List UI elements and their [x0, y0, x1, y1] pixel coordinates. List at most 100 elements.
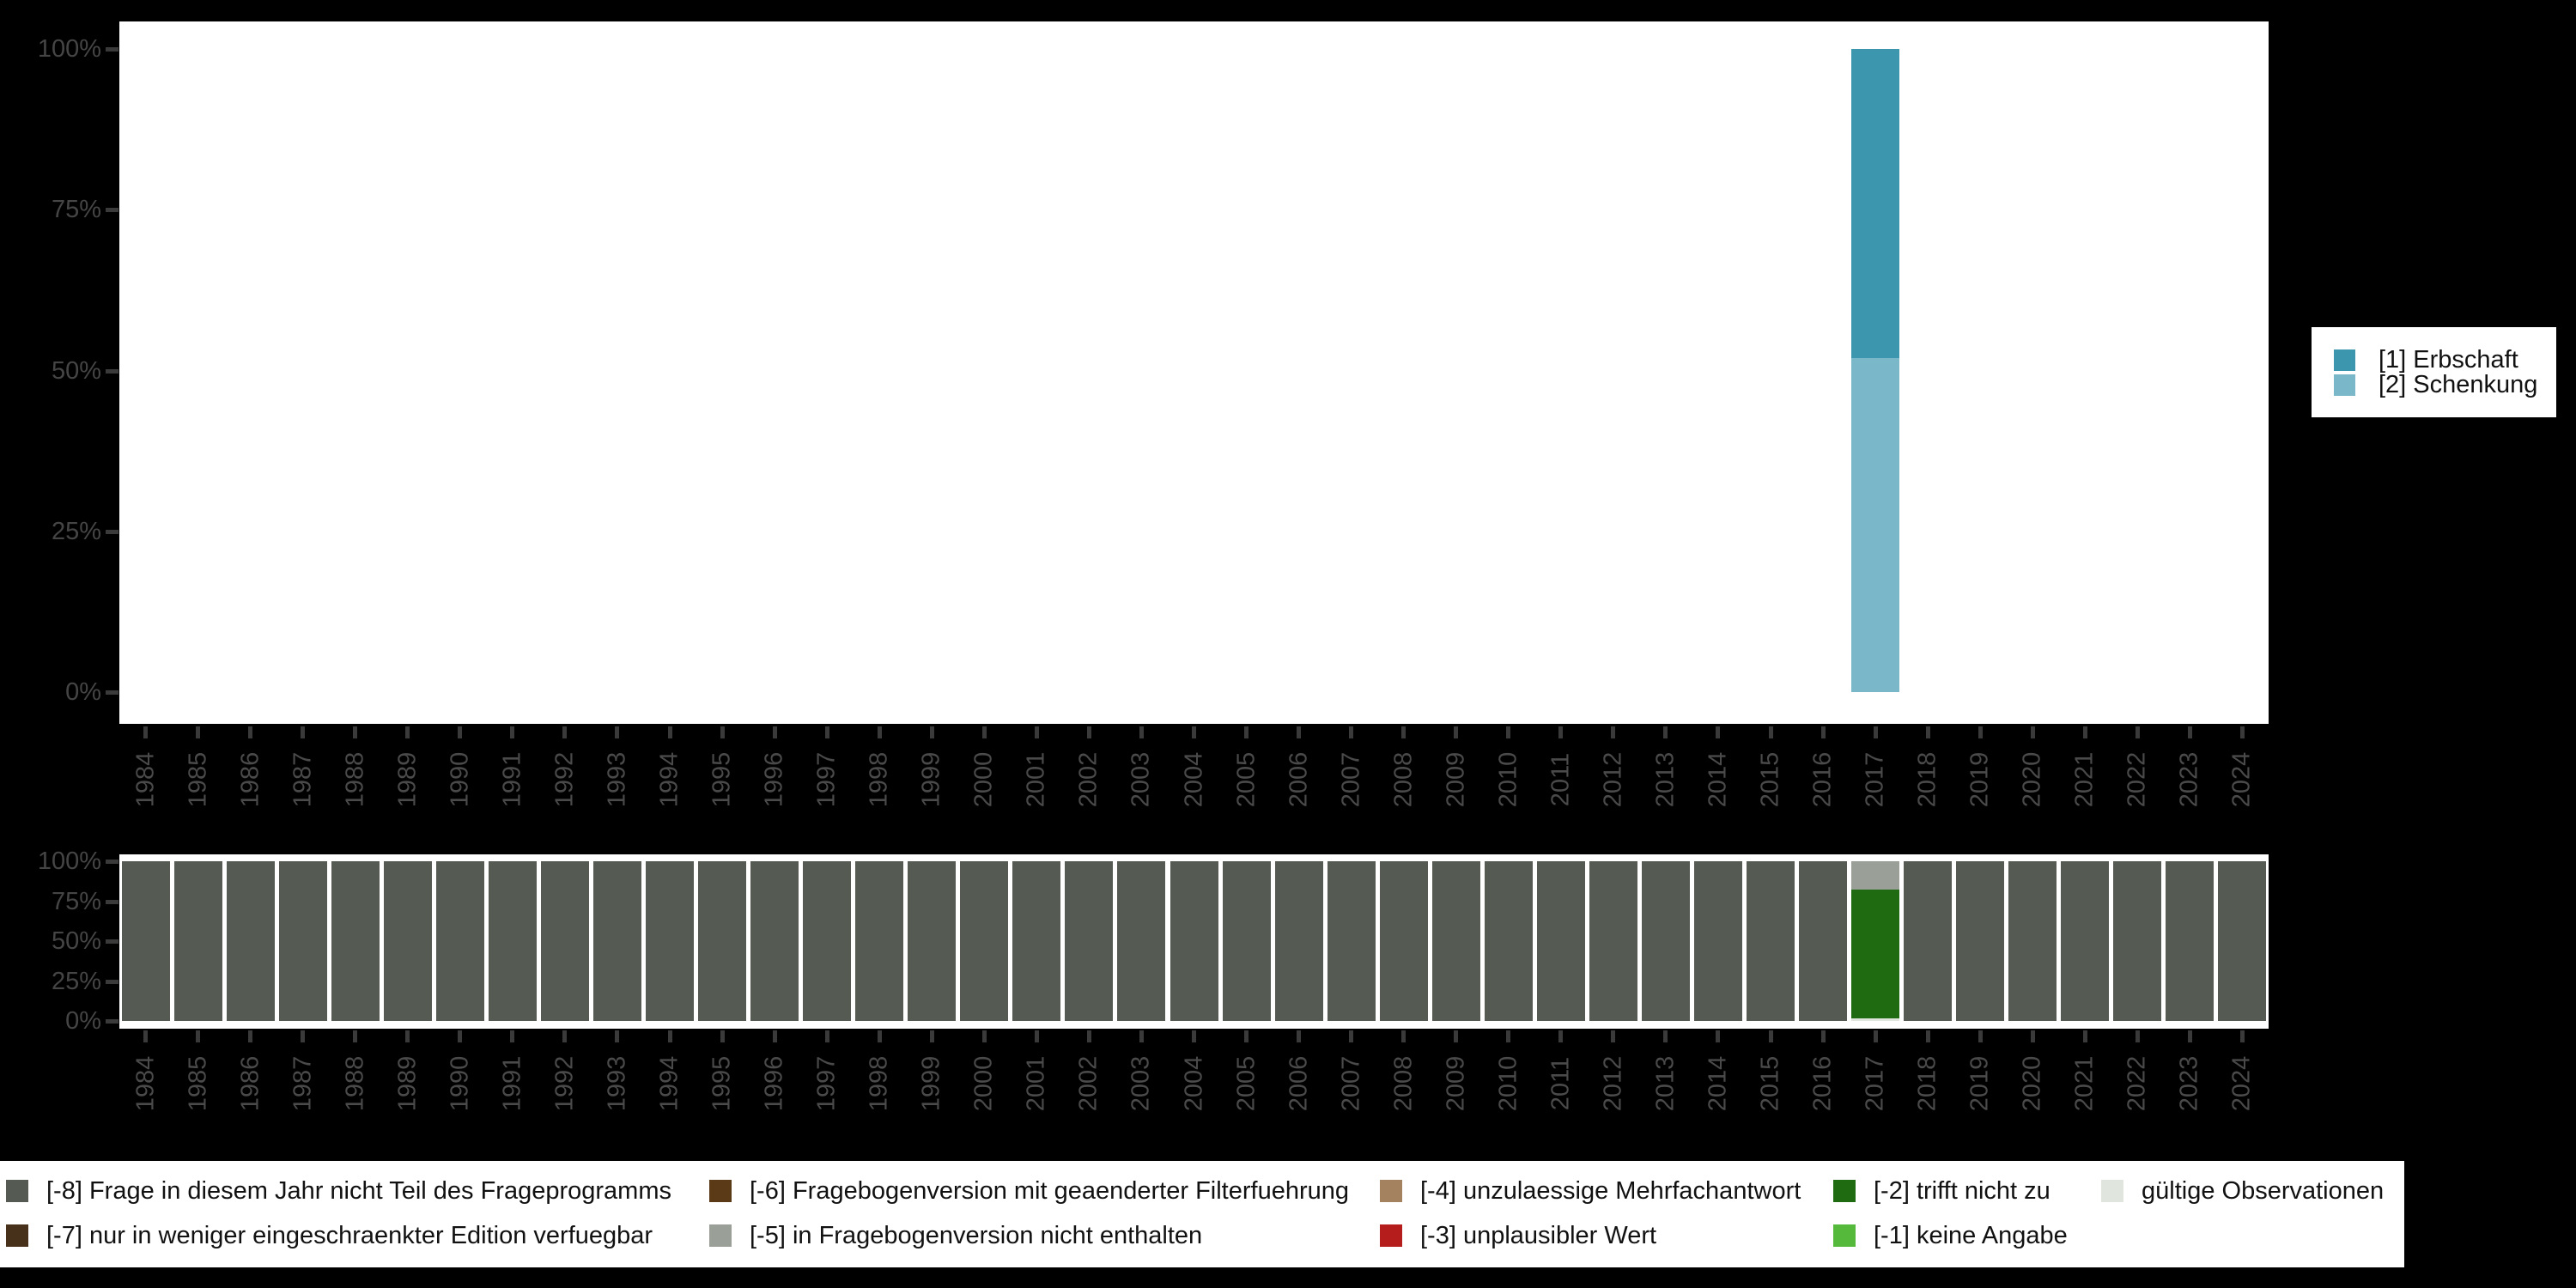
x-tick-label: 2024	[2227, 1055, 2256, 1112]
bar-segment	[1851, 889, 1900, 1019]
y-tick-label: 25%	[51, 967, 101, 995]
legend-item: [2] Schenkung	[2334, 371, 2537, 398]
y-tick-mark	[106, 860, 118, 864]
x-tick-mark	[1768, 1030, 1773, 1042]
legend-label: [-1] keine Angabe	[1874, 1221, 2068, 1249]
x-tick-label: 1994	[655, 751, 683, 808]
x-tick-label: 1997	[812, 1055, 841, 1112]
bar-segment	[698, 861, 747, 1021]
x-tick-mark	[405, 1030, 410, 1042]
x-tick-mark	[929, 726, 934, 738]
x-tick-mark	[667, 726, 672, 738]
x-tick-mark	[510, 726, 515, 738]
x-tick-label: 2019	[1965, 751, 1994, 808]
x-tick-mark	[2082, 1030, 2087, 1042]
x-tick-mark	[1925, 1030, 1930, 1042]
legend-item: [-7] nur in weniger eingeschraenkter Edi…	[6, 1222, 653, 1249]
x-tick-label: 1991	[498, 751, 526, 808]
x-tick-label: 2021	[2070, 1055, 2099, 1112]
x-tick-label: 2020	[2018, 751, 2046, 808]
bar-segment	[1170, 861, 1218, 1021]
legend-item: [-8] Frage in diesem Jahr nicht Teil des…	[6, 1177, 671, 1205]
x-tick-label: 2012	[1599, 751, 1627, 808]
x-tick-mark	[929, 1030, 934, 1042]
x-tick-label: 2003	[1127, 751, 1155, 808]
x-tick-label: 2004	[1180, 1055, 1207, 1112]
x-tick-mark	[877, 726, 882, 738]
x-tick-mark	[1349, 726, 1354, 738]
x-tick-mark	[1978, 726, 1983, 738]
bar-segment	[1747, 861, 1795, 1021]
x-tick-mark	[196, 1030, 201, 1042]
x-tick-label: 2012	[1599, 1055, 1627, 1112]
bar-segment	[1851, 49, 1900, 358]
x-tick-label: 2008	[1389, 1055, 1418, 1112]
y-tick-label: 100%	[37, 848, 101, 875]
x-tick-label: 2000	[969, 751, 998, 808]
x-tick-label: 2014	[1704, 1055, 1732, 1112]
bar-segment	[1693, 861, 1742, 1021]
bar-segment	[2008, 861, 2057, 1021]
x-tick-label: 2005	[1232, 751, 1261, 808]
legend-label: [-3] unplausibler Wert	[1420, 1221, 1657, 1249]
y-tick-mark	[106, 368, 118, 374]
x-tick-label: 1998	[865, 751, 893, 808]
x-tick-label: 2002	[1074, 1055, 1103, 1112]
x-tick-mark	[1820, 726, 1826, 738]
bar-segment	[1012, 861, 1061, 1021]
x-tick-mark	[1663, 1030, 1668, 1042]
bar-segment	[435, 861, 484, 1021]
x-tick-mark	[353, 726, 358, 738]
x-tick-mark	[1349, 1030, 1354, 1042]
bar-segment	[488, 861, 537, 1021]
x-tick-mark	[458, 1030, 463, 1042]
x-tick-mark	[824, 1030, 829, 1042]
x-tick-mark	[981, 1030, 987, 1042]
y-tick-mark	[106, 979, 118, 984]
x-tick-label: 2010	[1494, 1055, 1522, 1112]
y-tick-mark	[106, 529, 118, 534]
legend-item: gültige Observationen	[2101, 1177, 2384, 1205]
x-tick-label: 1986	[236, 751, 264, 808]
bar-segment	[2113, 861, 2162, 1021]
x-tick-label: 2010	[1494, 751, 1522, 808]
x-tick-label: 2018	[1913, 751, 1941, 808]
legend-item: [-5] in Fragebogenversion nicht enthalte…	[709, 1222, 1202, 1249]
x-tick-label: 2017	[1861, 1055, 1889, 1112]
x-tick-label: 1987	[289, 1055, 317, 1112]
x-tick-mark	[1558, 726, 1564, 738]
x-tick-mark	[301, 1030, 306, 1042]
x-tick-label: 2016	[1808, 1055, 1837, 1112]
y-tick-label: 50%	[51, 927, 101, 955]
x-tick-label: 2011	[1546, 752, 1575, 807]
legend-item: [-6] Fragebogenversion mit geaenderter F…	[709, 1177, 1349, 1205]
y-tick-label: 75%	[51, 887, 101, 915]
x-tick-label: 1988	[341, 751, 369, 808]
x-tick-label: 1989	[393, 751, 422, 808]
x-tick-label: 2011	[1546, 1056, 1575, 1111]
y-tick-label: 0%	[65, 1007, 101, 1035]
x-tick-label: 1985	[184, 1055, 212, 1112]
x-tick-label: 1993	[603, 751, 631, 808]
x-tick-mark	[667, 1030, 672, 1042]
bar-segment	[908, 861, 957, 1021]
x-tick-label: 2019	[1965, 1055, 1994, 1112]
x-tick-label: 1986	[236, 1055, 264, 1112]
x-tick-mark	[615, 726, 620, 738]
legend-swatch	[2334, 349, 2355, 371]
x-tick-mark	[772, 726, 777, 738]
x-tick-label: 1992	[550, 1055, 579, 1112]
bar-segment	[2166, 861, 2215, 1021]
bar-segment	[383, 861, 432, 1021]
x-tick-label: 2015	[1756, 1055, 1784, 1112]
x-tick-mark	[353, 1030, 358, 1042]
x-tick-mark	[1454, 726, 1459, 738]
y-tick-mark	[106, 690, 118, 695]
bar-segment	[1431, 861, 1480, 1021]
x-tick-label: 2009	[1442, 751, 1470, 808]
bar-segment	[592, 861, 641, 1021]
x-tick-mark	[1611, 1030, 1616, 1042]
x-tick-label: 2007	[1337, 751, 1365, 808]
legend-label: gültige Observationen	[2142, 1176, 2385, 1205]
